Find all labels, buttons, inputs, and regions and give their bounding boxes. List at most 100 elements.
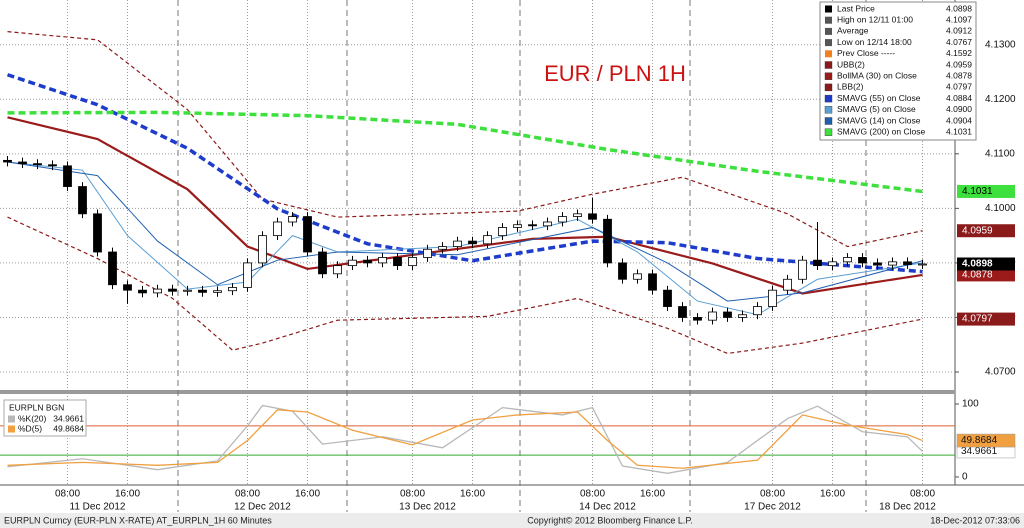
candle-body bbox=[843, 257, 852, 263]
candle-body bbox=[408, 257, 417, 267]
legend: Last Price 4.0898 High on 12/11 01:00 4.109… bbox=[819, 1, 977, 141]
x-date-label: 11 Dec 2012 bbox=[70, 502, 126, 513]
candle-body bbox=[78, 186, 87, 215]
legend-swatch bbox=[824, 61, 833, 69]
legend-swatch bbox=[824, 72, 833, 80]
value-tag-label: 4.0878 bbox=[962, 270, 993, 281]
x-tick-label: 16:00 bbox=[640, 489, 665, 500]
candle-body bbox=[588, 213, 597, 220]
candle-body bbox=[228, 287, 237, 292]
legend-value: 4.0767 bbox=[946, 37, 972, 47]
legend-value: 4.0959 bbox=[946, 59, 972, 69]
indicator-line bbox=[7, 110, 923, 194]
candle-body bbox=[93, 213, 102, 253]
legend-label: Prev Close ----- bbox=[837, 48, 895, 58]
candle-body bbox=[723, 311, 732, 318]
x-date-label: 18 Dec 2012 bbox=[879, 502, 936, 513]
candle-body bbox=[198, 289, 207, 293]
chart-title: EUR / PLN 1H bbox=[544, 61, 686, 86]
legend-value: 4.0797 bbox=[946, 82, 972, 92]
candle-body bbox=[138, 289, 147, 294]
legend-value: 4.0898 bbox=[946, 3, 972, 13]
indicator-line bbox=[7, 161, 923, 316]
value-tag-label: 34.9661 bbox=[961, 446, 998, 457]
legend-swatch bbox=[824, 106, 833, 114]
y-tick-label: 4.1300 bbox=[985, 39, 1016, 50]
legend-swatch bbox=[825, 5, 832, 13]
x-tick-label: 16:00 bbox=[115, 489, 140, 500]
legend-value: 4.0900 bbox=[946, 104, 972, 114]
x-date-label: 17 Dec 2012 bbox=[744, 502, 801, 513]
candle-body bbox=[348, 259, 357, 267]
legend-swatch bbox=[824, 117, 833, 125]
candle-body bbox=[708, 311, 717, 321]
value-tag-label: 4.1031 bbox=[962, 186, 993, 197]
candle-body bbox=[663, 289, 672, 307]
x-tick-label: 16:00 bbox=[295, 489, 320, 500]
legend-swatch bbox=[825, 27, 832, 35]
candle-body bbox=[648, 273, 657, 291]
candle-body bbox=[858, 257, 867, 264]
legend-label: UBB(2) bbox=[837, 59, 865, 69]
legend-value: 4.1592 bbox=[946, 48, 972, 58]
candle-body bbox=[393, 257, 402, 267]
legend-label: %D(5) bbox=[18, 423, 42, 433]
indicator-line bbox=[7, 404, 923, 474]
candle-body bbox=[513, 224, 522, 228]
value-tag bbox=[957, 268, 1015, 282]
legend-swatch bbox=[8, 425, 15, 433]
candle-body bbox=[438, 246, 447, 250]
candle-body bbox=[888, 261, 897, 266]
x-date-label: 13 Dec 2012 bbox=[399, 502, 456, 513]
legend-box bbox=[3, 399, 87, 437]
value-tag bbox=[957, 257, 1015, 271]
candle-body bbox=[828, 261, 837, 267]
candle-body bbox=[48, 164, 57, 167]
candle-body bbox=[873, 262, 882, 266]
footer-right: 18-Dec-2012 07:33:06 bbox=[930, 515, 1020, 525]
legend-label: SMAVG (200) on Close bbox=[837, 126, 925, 136]
legend-title: EURPLN BGN bbox=[9, 402, 64, 412]
legend: EURPLN BGN %K(20) 34.9661 %D(5) 49.8684 bbox=[3, 399, 87, 437]
y-tick-label: 4.0700 bbox=[985, 367, 1016, 378]
footer-bar bbox=[0, 513, 1024, 528]
candle-body bbox=[303, 216, 312, 253]
x-date-label: 12 Dec 2012 bbox=[234, 502, 291, 513]
legend-value: 34.9661 bbox=[53, 413, 84, 423]
x-tick-label: 08:00 bbox=[910, 489, 935, 500]
candle-body bbox=[318, 251, 327, 275]
candle-body bbox=[783, 278, 792, 291]
x-tick-label: 08:00 bbox=[580, 489, 605, 500]
candle-body bbox=[918, 263, 927, 266]
value-tag-label: 4.0797 bbox=[962, 314, 993, 325]
candle-body bbox=[33, 163, 42, 166]
candle-body bbox=[183, 289, 192, 292]
value-tag bbox=[956, 433, 1016, 448]
candle-body bbox=[108, 251, 117, 286]
candle-body bbox=[288, 216, 297, 223]
y-tick-label: 4.1000 bbox=[985, 203, 1016, 214]
legend-swatch bbox=[824, 94, 833, 103]
candle-body bbox=[258, 235, 267, 264]
legend-label: Low on 12/14 18:00 bbox=[837, 37, 912, 47]
x-tick-label: 08:00 bbox=[235, 489, 260, 500]
legend-box bbox=[819, 1, 977, 141]
legend-value: 4.1097 bbox=[946, 14, 972, 24]
x-tick-label: 08:00 bbox=[55, 489, 80, 500]
x-tick-label: 08:00 bbox=[400, 489, 425, 500]
legend-label: Last Price bbox=[837, 3, 875, 13]
y-tick-label: 0 bbox=[962, 472, 968, 483]
y-tick-label: 4.1200 bbox=[985, 94, 1016, 105]
indicator-line bbox=[7, 409, 923, 469]
legend-swatch bbox=[824, 83, 833, 92]
candle-body bbox=[468, 240, 477, 245]
candle-body bbox=[903, 261, 912, 265]
plot bbox=[0, 0, 959, 485]
candle-body bbox=[213, 290, 222, 293]
candle-body bbox=[738, 314, 747, 318]
candle-body bbox=[543, 221, 552, 227]
legend-value: 4.0904 bbox=[946, 115, 972, 125]
x-tick-label: 16:00 bbox=[820, 489, 845, 500]
candle-body bbox=[768, 289, 777, 307]
